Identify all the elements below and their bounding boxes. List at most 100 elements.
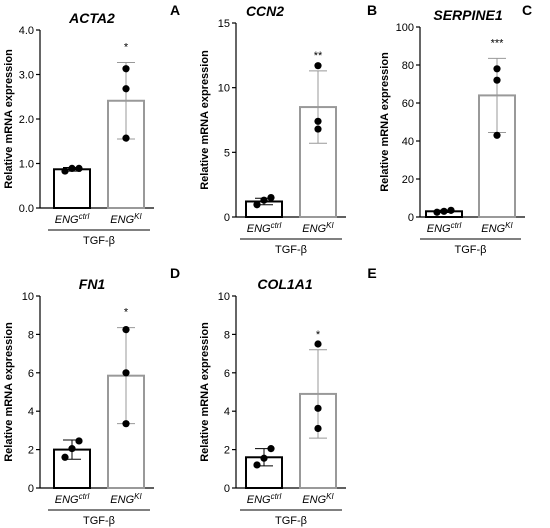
treatment-label: TGF-β <box>83 235 115 247</box>
data-point <box>267 194 275 202</box>
y-tick-label: 1.0 <box>19 159 34 171</box>
y-tick-label: 10 <box>22 291 34 303</box>
y-tick-label: 6 <box>224 368 230 380</box>
y-tick-label: 10 <box>218 291 230 303</box>
data-point <box>314 117 322 125</box>
data-point <box>314 62 322 70</box>
treatment-label: TGF-β <box>275 244 307 256</box>
panel-letter: A <box>170 2 180 18</box>
y-axis-label: Relative mRNA expression <box>3 322 15 462</box>
panel-letter: B <box>367 2 377 18</box>
y-tick-label: 3.0 <box>19 70 34 82</box>
significance-marker: * <box>124 307 129 319</box>
x-category-label: ENGKI <box>481 221 513 235</box>
data-point <box>493 131 501 139</box>
x-category-label: ENGctrl <box>55 212 90 226</box>
chart-panel-d: FN1 D Relative mRNA expression 0 2 4 6 8 10 ENGct… <box>3 265 180 527</box>
chart-title: COL1A1 <box>257 276 312 292</box>
data-point <box>314 424 322 433</box>
y-tick-label: 40 <box>402 136 414 148</box>
x-category-label: ENGctrl <box>427 221 462 235</box>
chart-title: SERPINE1 <box>433 7 502 23</box>
chart-title: CCN2 <box>246 3 284 19</box>
y-tick-label: 0 <box>224 212 230 224</box>
data-point <box>75 437 83 445</box>
y-tick-label: 2 <box>28 445 34 457</box>
data-point <box>122 420 130 428</box>
bar-ki <box>299 392 337 490</box>
data-point <box>122 85 130 93</box>
y-tick-label: 5 <box>224 147 230 159</box>
y-tick-label: 2.0 <box>19 114 34 126</box>
y-tick-label: 10 <box>218 83 230 95</box>
x-category-label: ENGKI <box>110 492 142 506</box>
treatment-label: TGF-β <box>275 515 307 527</box>
x-category-label: ENGctrl <box>247 221 282 235</box>
data-point <box>314 125 322 133</box>
panel-letter: C <box>522 2 532 18</box>
y-tick-label: 8 <box>224 329 230 341</box>
y-tick-label: 4 <box>28 406 34 418</box>
y-tick-label: 80 <box>402 60 414 72</box>
data-point <box>122 65 130 73</box>
data-point <box>433 208 441 216</box>
data-point <box>493 65 501 73</box>
data-point <box>253 201 261 209</box>
chart-title: FN1 <box>79 276 106 292</box>
y-tick-label: 6 <box>28 368 34 380</box>
y-tick-label: 4 <box>224 406 230 418</box>
data-point <box>260 454 268 462</box>
data-point <box>314 404 322 412</box>
x-category-label: ENGKI <box>302 492 334 506</box>
y-tick-label: 2 <box>224 445 230 457</box>
bar-ctrl <box>53 168 91 210</box>
data-point <box>122 134 130 142</box>
y-tick-label: 0 <box>224 483 230 495</box>
data-point <box>61 167 69 175</box>
chart-panel-a: ACTA2 A Relative mRNA expression 0.0 1.0 2.0 3… <box>3 2 180 247</box>
significance-marker: *** <box>491 37 505 49</box>
y-axis-label: Relative mRNA expression <box>199 322 211 462</box>
y-tick-label: 8 <box>28 329 34 341</box>
data-point <box>447 206 455 214</box>
y-axis-label: Relative mRNA expression <box>379 52 391 192</box>
bar-ctrl <box>245 456 283 489</box>
y-tick-label: 20 <box>402 174 414 186</box>
data-point <box>253 461 261 469</box>
chart-panel-c: SERPINE1 C Relative mRNA expression 0 20 40 60… <box>379 2 532 256</box>
x-category-label: ENGKI <box>302 221 334 235</box>
panel-letter: E <box>367 265 376 281</box>
treatment-label: TGF-β <box>455 244 487 256</box>
x-category-label: ENGctrl <box>55 492 90 506</box>
chart-panel-b: CCN2 B Relative mRNA expression 0 5 10 15 ENGct… <box>199 2 377 256</box>
data-point <box>122 369 130 377</box>
y-axis-label: Relative mRNA expression <box>3 49 15 189</box>
panel-letter: D <box>170 265 180 281</box>
significance-marker: ** <box>314 50 323 62</box>
significance-marker: * <box>316 329 321 341</box>
significance-marker: * <box>124 41 129 53</box>
treatment-label: TGF-β <box>83 515 115 527</box>
data-point <box>122 326 130 334</box>
y-axis-label: Relative mRNA expression <box>199 50 211 190</box>
data-point <box>260 196 268 204</box>
data-point <box>314 340 322 348</box>
chart-panel-e: COL1A1 E Relative mRNA expression 0 2 4 6 8 10 EN… <box>199 265 377 527</box>
data-point <box>61 453 69 461</box>
y-tick-label: 15 <box>218 18 230 30</box>
y-tick-label: 0 <box>28 483 34 495</box>
data-point <box>493 76 501 84</box>
x-category-label: ENGctrl <box>247 492 282 506</box>
y-tick-label: 4.0 <box>19 25 34 37</box>
data-point <box>267 445 275 453</box>
data-point <box>440 207 448 215</box>
data-point <box>68 164 76 172</box>
y-tick-label: 0.0 <box>19 203 34 215</box>
chart-title: ACTA2 <box>68 10 115 26</box>
y-tick-label: 100 <box>396 22 414 34</box>
x-category-label: ENGKI <box>110 212 142 226</box>
y-tick-label: 0 <box>408 212 414 224</box>
data-point <box>68 445 76 453</box>
data-point <box>75 164 83 172</box>
